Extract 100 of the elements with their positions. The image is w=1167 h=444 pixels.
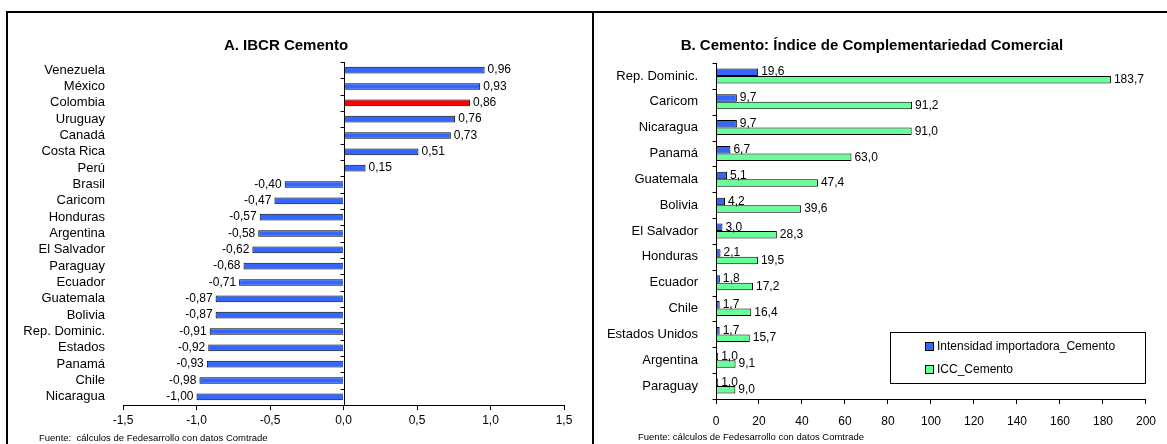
data-label: 17,2 (755, 278, 780, 293)
y-tick-label: Costa Rica (41, 143, 106, 159)
data-label: 6,7 (733, 142, 751, 157)
data-label: 1,8 (722, 271, 740, 286)
y-tick-label: Rep. Dominic. (23, 323, 105, 339)
data-label: 0,15 (368, 160, 393, 175)
data-label: 1,7 (722, 297, 740, 312)
x-tick-label: -1,0 (186, 412, 208, 427)
data-label: 0,96 (487, 62, 512, 77)
y-tick-label: Venezuela (44, 61, 106, 77)
y-tick-label: Estados (58, 339, 106, 355)
x-tick-label: 200 (1135, 413, 1157, 428)
y-tick-label: Ecuador (56, 274, 106, 290)
x-tick-label: 60 (838, 413, 852, 428)
x-tick-label: 180 (1092, 413, 1114, 428)
data-label: 91,0 (914, 123, 939, 138)
data-label: 9,7 (739, 90, 757, 105)
y-tick-label: Perú (77, 159, 105, 175)
y-tick-label: Argentina (642, 351, 699, 367)
y-tick-label: Guatemala (41, 290, 106, 306)
data-label: 0,51 (421, 144, 446, 159)
y-tick-label: Bolivia (66, 306, 106, 322)
y-tick-label: Paraguay (49, 257, 106, 273)
x-tick-label: 160 (1049, 413, 1071, 428)
y-tick-label: Argentina (49, 225, 106, 241)
data-label: 9,7 (739, 116, 757, 131)
y-tick-label: Panamá (56, 355, 106, 371)
data-label: 91,2 (915, 97, 939, 112)
source-note: Fuente: cálculos de Fedesarrollo con datos Comtrade (638, 431, 865, 442)
data-label: -0,93 (176, 356, 205, 371)
y-tick-label: México (63, 78, 105, 94)
legend-label: ICC_Cemento (936, 362, 1014, 376)
y-tick-label: Rep. Dominic. (616, 67, 698, 83)
data-label: 3,0 (725, 219, 743, 234)
y-tick-label: Estados Unidos (606, 325, 699, 341)
x-tick-label: 80 (881, 413, 895, 428)
x-tick-label: 120 (963, 413, 985, 428)
x-tick-label: 0,0 (335, 412, 353, 427)
data-label: -0,91 (179, 323, 208, 338)
source-note: Fuente: cálculos de Fedesarrollo con datos Comtrade (39, 432, 268, 443)
data-label: 0,76 (458, 111, 482, 126)
data-label: 9,1 (738, 356, 756, 371)
x-tick-label: -1,5 (112, 412, 134, 427)
data-label: 0,93 (483, 78, 507, 93)
y-tick-label: Canadá (59, 127, 106, 143)
x-tick-label: 1,5 (555, 412, 573, 427)
chart-title: B. Cemento: Índice de Complementariedad Comercial (680, 36, 1064, 54)
data-label: 63,0 (854, 149, 879, 164)
y-tick-label: Colombia (50, 94, 106, 110)
y-tick-label: Caricom (56, 192, 105, 208)
data-label: 1,7 (722, 322, 740, 337)
y-tick-label: Paraguay (642, 377, 699, 393)
x-tick-label: 0,5 (408, 412, 426, 427)
data-label: 0,73 (453, 127, 478, 142)
data-label: -1,00 (166, 389, 194, 404)
data-label: 4,2 (728, 193, 746, 208)
y-tick-label: Chile (75, 372, 105, 388)
y-tick-label: Nicaragua (638, 119, 699, 135)
data-label: -0,40 (254, 176, 283, 191)
x-tick-label: 0 (712, 413, 720, 428)
y-tick-label: Chile (668, 300, 698, 316)
x-tick-label: 20 (752, 413, 766, 428)
y-tick-label: Honduras (48, 208, 106, 224)
data-label: -0,71 (208, 274, 237, 289)
data-label: 16,4 (754, 304, 778, 319)
y-tick-label: Caricom (649, 93, 698, 109)
y-tick-label: El Salvador (631, 222, 699, 238)
data-label: 5,1 (729, 167, 747, 182)
data-label: 39,6 (804, 201, 828, 216)
data-label: 0,86 (472, 95, 497, 110)
data-label: 1,0 (721, 348, 739, 363)
x-tick-label: -0,5 (259, 412, 281, 427)
data-label: -0,58 (227, 225, 256, 240)
data-label: 183,7 (1113, 71, 1145, 86)
y-tick-label: Brasil (72, 176, 106, 192)
y-tick-label: El Salvador (38, 241, 106, 257)
x-tick-label: 40 (795, 413, 809, 428)
data-label: 15,7 (752, 330, 777, 345)
y-tick-label: Nicaragua (45, 388, 106, 404)
data-label: 9,0 (738, 382, 756, 397)
data-label: 47,4 (820, 175, 845, 190)
data-label: 1,0 (721, 374, 739, 389)
y-tick-label: Ecuador (649, 274, 699, 290)
data-label: -0,87 (185, 307, 213, 322)
data-label: -0,98 (169, 372, 197, 387)
y-tick-label: Panamá (649, 145, 699, 161)
legend-label: Intensidad importadora_Cemento (936, 339, 1116, 353)
data-label: 19,6 (761, 64, 785, 79)
data-label: -0,92 (177, 340, 206, 355)
data-label: 19,5 (760, 252, 785, 267)
data-label: -0,57 (229, 209, 258, 224)
x-tick-label: 140 (1006, 413, 1028, 428)
data-label: -0,47 (244, 193, 272, 208)
y-tick-label: Bolivia (659, 196, 699, 212)
x-tick-label: 1,0 (482, 412, 500, 427)
data-label: 2,1 (723, 245, 741, 260)
y-tick-label: Guatemala (634, 170, 699, 186)
x-tick-label: 100 (920, 413, 942, 428)
chart-title: A. IBCR Cemento (223, 36, 349, 54)
y-tick-label: Honduras (641, 248, 699, 264)
